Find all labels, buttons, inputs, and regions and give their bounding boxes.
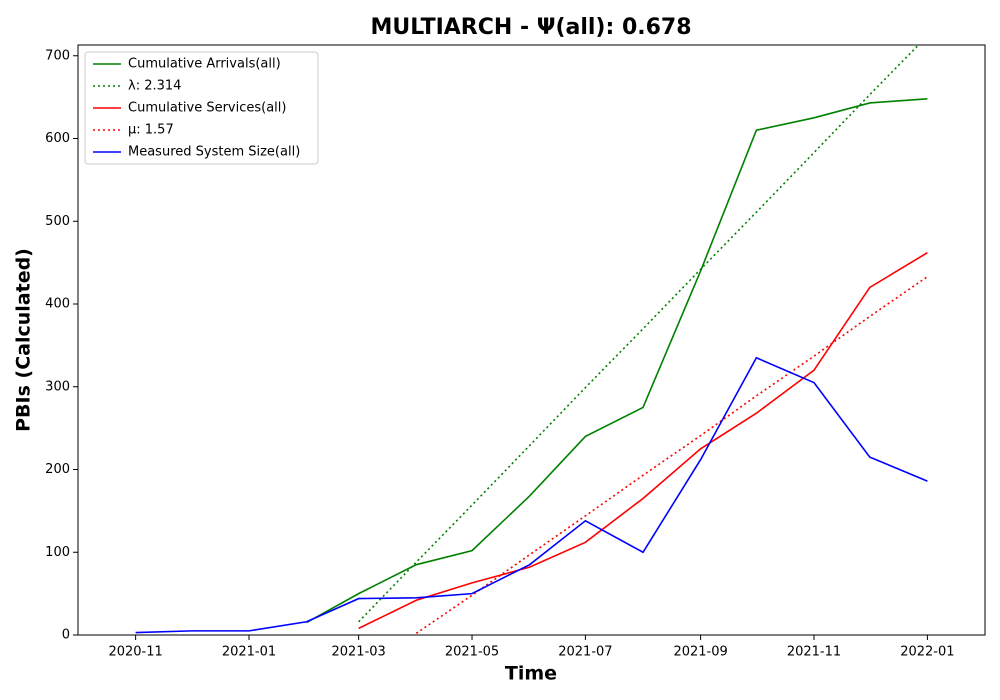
- plot-area: [135, 45, 928, 635]
- chart-title: MULTIARCH - Ψ(all): 0.678: [370, 15, 691, 40]
- x-tick-label: 2021-07: [558, 645, 612, 660]
- legend-label: λ: 2.314: [128, 79, 181, 94]
- y-tick-label: 300: [45, 379, 70, 394]
- series-line: [358, 45, 920, 623]
- y-tick-label: 0: [62, 628, 70, 643]
- legend-box: [84, 51, 319, 165]
- y-tick-label: 700: [45, 48, 70, 63]
- x-tick-label: 2021-01: [222, 645, 276, 660]
- x-tick-label: 2021-03: [331, 645, 385, 660]
- legend: Cumulative Arrivals(all) λ: 2.314 Cumulati…: [84, 51, 319, 165]
- legend-label: Cumulative Arrivals(all): [128, 57, 281, 72]
- y-tick-label: 400: [45, 297, 70, 312]
- series-line: [358, 252, 928, 630]
- legend-label: Cumulative Services(all): [128, 101, 286, 116]
- y-tick-label: 200: [45, 462, 70, 477]
- x-axis-label: Time: [505, 663, 557, 685]
- series-line: [306, 97, 928, 624]
- legend-label: Measured System Size(all): [128, 145, 300, 160]
- series-line: [415, 276, 928, 635]
- x-tick-label: 2021-09: [673, 645, 727, 660]
- x-tick-label: 2021-11: [787, 645, 841, 660]
- x-tick-label: 2021-05: [445, 645, 499, 660]
- series-line: [135, 356, 928, 634]
- y-axis-label: PBIs (Calculated): [13, 248, 35, 432]
- y-tick-label: 100: [45, 545, 70, 560]
- x-tick-label: 2022-01: [900, 645, 954, 660]
- y-tick-label: 500: [45, 214, 70, 229]
- y-tick-label: 600: [45, 131, 70, 146]
- plot-frame: [77, 44, 986, 636]
- legend-label: μ: 1.57: [128, 123, 174, 138]
- x-tick-label: 2020-11: [108, 645, 162, 660]
